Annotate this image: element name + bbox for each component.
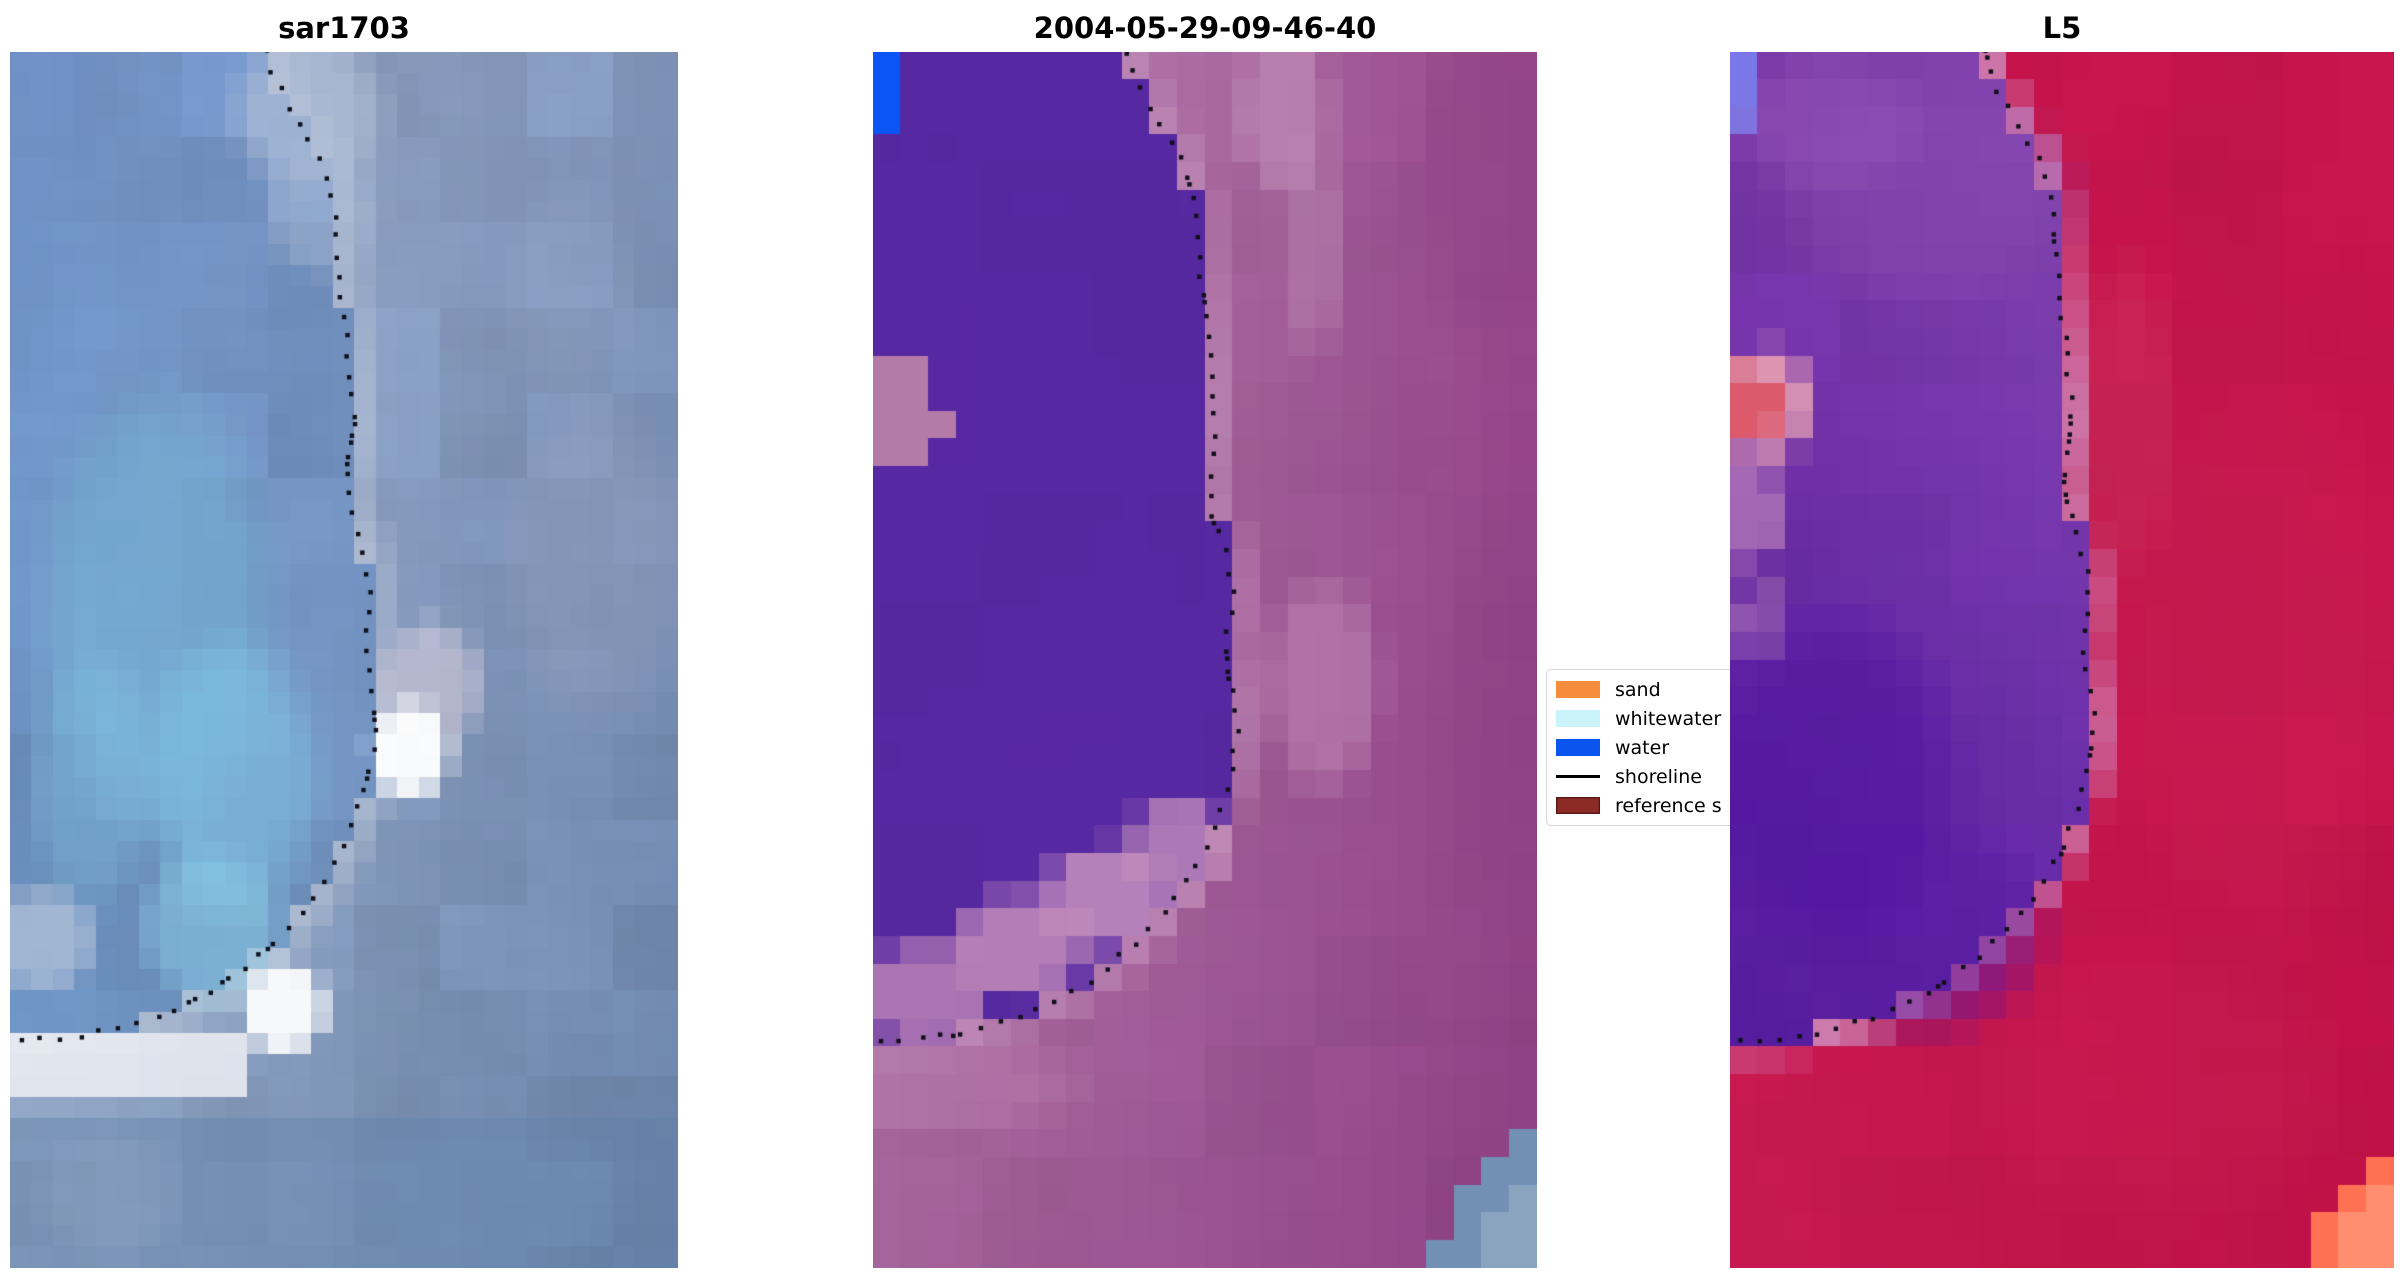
legend-row-reference-shoreline: reference s: [1556, 791, 1771, 820]
legend-label-whitewater: whitewater: [1615, 707, 1722, 730]
legend-row-shoreline: shoreline: [1556, 762, 1771, 791]
water-swatch: [1556, 739, 1600, 756]
sand-swatch: [1556, 681, 1600, 698]
classified-image: [873, 52, 1537, 1268]
panel-title-l5: L5: [2042, 11, 2082, 45]
legend-label-water: water: [1615, 736, 1670, 759]
l5-image: [1730, 52, 2394, 1268]
legend-label-shoreline: shoreline: [1615, 765, 1702, 788]
panel-classified: 2004-05-29-09-46-40: [873, 6, 1537, 1268]
whitewater-swatch: [1556, 710, 1600, 727]
legend-row-sand: sand: [1556, 675, 1771, 704]
legend-label-reference-shoreline: reference s: [1615, 794, 1722, 817]
legend-label-sand: sand: [1615, 678, 1661, 701]
shoreline-line-swatch: [1556, 775, 1600, 778]
sar1703-image: [10, 52, 678, 1268]
panel-l5: L5: [1730, 6, 2394, 1268]
legend-row-whitewater: whitewater: [1556, 704, 1771, 733]
legend-row-water: water: [1556, 733, 1771, 762]
panel-title-sar1703: sar1703: [278, 11, 410, 45]
reference-shoreline-swatch: [1556, 797, 1600, 814]
panel-sar1703: sar1703: [10, 6, 678, 1268]
panel-title-classified: 2004-05-29-09-46-40: [1033, 11, 1377, 45]
